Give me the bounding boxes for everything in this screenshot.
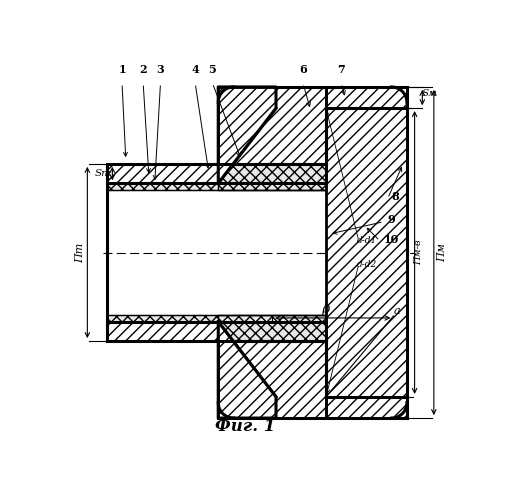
Polygon shape [326, 397, 407, 418]
Text: 9: 9 [388, 214, 395, 226]
Text: Пм-в: Пм-в [414, 240, 423, 265]
Text: 3: 3 [157, 64, 165, 76]
Polygon shape [218, 87, 326, 164]
Polygon shape [107, 322, 326, 341]
Text: Пм: Пм [438, 243, 447, 262]
Text: 2: 2 [139, 64, 147, 76]
Polygon shape [107, 164, 326, 183]
Polygon shape [218, 341, 326, 418]
Text: 7: 7 [337, 64, 345, 76]
Text: 1: 1 [118, 64, 126, 76]
Polygon shape [218, 322, 276, 418]
Text: 4: 4 [191, 64, 199, 76]
Polygon shape [218, 315, 326, 341]
Text: d-d2: d-d2 [357, 260, 377, 268]
Text: Фиг. 1: Фиг. 1 [215, 418, 276, 436]
Polygon shape [218, 164, 326, 190]
Text: Пт: Пт [75, 242, 86, 262]
Text: Sм: Sм [422, 89, 437, 98]
Polygon shape [107, 183, 326, 190]
Text: а: а [394, 306, 400, 316]
Text: 10: 10 [384, 234, 399, 244]
Text: d-d1: d-d1 [357, 236, 377, 246]
Polygon shape [326, 108, 407, 397]
Polygon shape [326, 87, 407, 108]
Text: Sт: Sт [94, 169, 111, 178]
Polygon shape [107, 315, 326, 322]
Text: 6: 6 [299, 64, 307, 76]
Polygon shape [218, 87, 276, 183]
Text: 8: 8 [392, 191, 399, 202]
Text: ρ: ρ [321, 302, 329, 316]
Text: 5: 5 [208, 64, 216, 76]
